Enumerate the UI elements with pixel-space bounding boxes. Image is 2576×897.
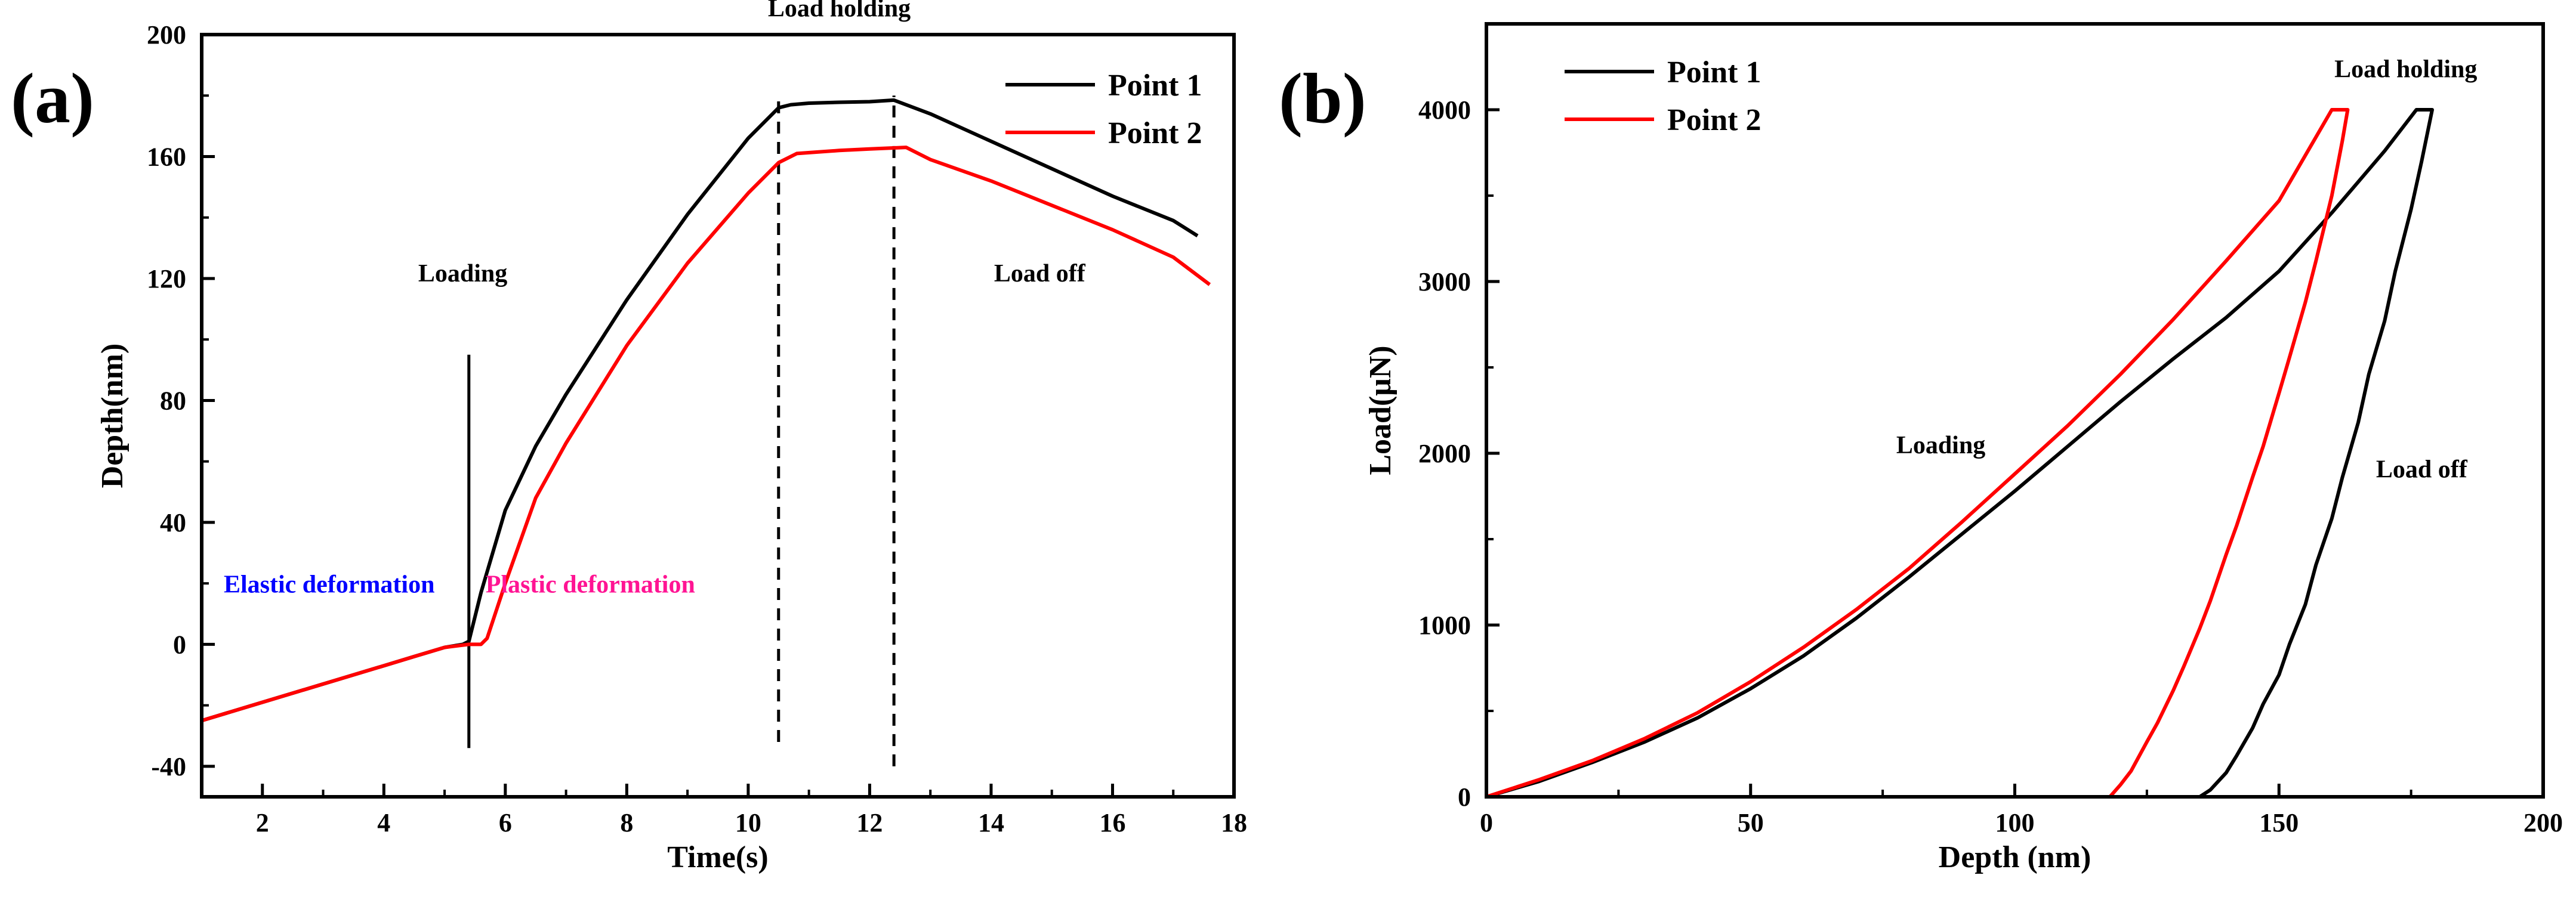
series-line-point-1	[201, 98, 1199, 723]
x-tick-label: 10	[735, 808, 761, 837]
y-tick-label: 80	[160, 386, 186, 415]
y-tick-label: 40	[160, 508, 186, 537]
panel-b-x-axis-title: Depth (nm)	[1939, 840, 2091, 874]
panel-b-label: (b)	[1279, 58, 1366, 138]
y-tick-label: 0	[1458, 782, 1471, 812]
x-tick-label: 2	[256, 808, 269, 837]
y-tick-label: 0	[173, 630, 186, 659]
y-tick-label: 120	[147, 264, 186, 293]
annotation-plastic-deformation: Plastic deformation	[486, 571, 695, 598]
legend-label: Point 2	[1667, 103, 1761, 137]
series-line-point-2	[1486, 108, 2350, 799]
panel-a-annotations: Loading Load holding Load off Elastic defor…	[224, 0, 1086, 598]
panel-a-vertical-markers	[467, 95, 896, 766]
panel-b-legend: Point 1 Point 2	[1565, 55, 1761, 137]
annotation-load-holding: Load holding	[2334, 55, 2477, 83]
y-tick-label: 3000	[1418, 267, 1471, 296]
panel-a-ticks: 2 4 6 8 10 12 14 16 18 -40 0 40 80 120 160 200	[147, 20, 1247, 837]
y-tick-label: 1000	[1418, 611, 1471, 640]
y-tick-label: 2000	[1418, 439, 1471, 468]
x-tick-label: 14	[978, 808, 1004, 837]
x-tick-label: 6	[499, 808, 512, 837]
y-tick-label: 200	[147, 20, 186, 50]
panel-b-plot-frame	[1485, 22, 2545, 799]
x-tick-label: 18	[1221, 808, 1247, 837]
panel-b-series-lines	[1486, 108, 2434, 799]
annotation-load-off: Load off	[994, 260, 1086, 287]
series-line-point-1	[1486, 108, 2434, 799]
x-tick-label: 16	[1099, 808, 1125, 837]
annotation-load-off: Load off	[2376, 456, 2468, 483]
x-tick-label: 150	[2259, 808, 2299, 837]
annotation-loading: Loading	[418, 260, 507, 287]
panel-a-y-axis-title: Depth(nm)	[95, 344, 129, 488]
x-tick-label: 100	[1995, 808, 2035, 837]
x-tick-label: 200	[2523, 808, 2563, 837]
panel-a: (a) 2 4 6 8 10 12 14 16 18 -40 0 40 80 120 160 200 Load…	[11, 0, 1247, 874]
y-tick-label: 4000	[1418, 95, 1471, 125]
panel-a-plot-frame	[200, 33, 1236, 799]
x-tick-label: 50	[1738, 808, 1764, 837]
y-tick-label: -40	[151, 752, 186, 781]
y-tick-label: 160	[147, 142, 186, 171]
annotation-elastic-deformation: Elastic deformation	[224, 571, 434, 598]
x-tick-label: 4	[377, 808, 390, 837]
legend-label: Point 2	[1108, 116, 1202, 150]
panel-b-y-axis-title: Load(μN)	[1363, 345, 1397, 475]
annotation-load-holding: Load holding	[768, 0, 911, 22]
x-tick-label: 0	[1480, 808, 1493, 837]
panel-a-series-lines	[201, 98, 1211, 723]
annotation-loading: Loading	[1896, 432, 1985, 459]
panel-b-annotations: Loading Load holding Load off	[1896, 55, 2478, 483]
panel-a-x-axis-title: Time(s)	[667, 840, 768, 874]
x-tick-label: 12	[856, 808, 883, 837]
series-line-point-2	[201, 146, 1211, 723]
legend-label: Point 1	[1667, 55, 1761, 89]
legend-label: Point 1	[1108, 69, 1202, 103]
panel-a-label: (a)	[11, 58, 94, 138]
x-tick-label: 8	[620, 808, 633, 837]
panel-a-legend: Point 1 Point 2	[1005, 69, 1202, 150]
